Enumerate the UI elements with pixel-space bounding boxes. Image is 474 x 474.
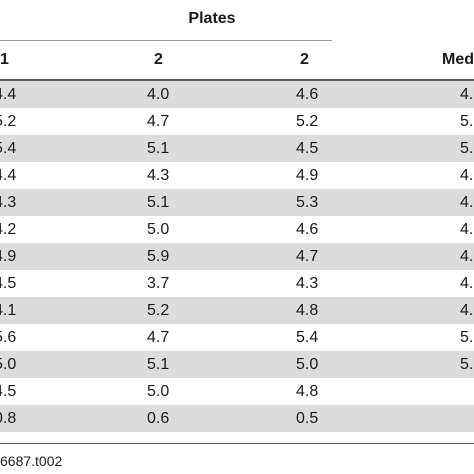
table-cell: 4.7	[147, 113, 170, 130]
table-cell: 4.5	[296, 140, 319, 157]
table-cell: 5.	[460, 329, 474, 346]
table-cell: 4.2	[0, 221, 17, 238]
table-cell: 0.6	[147, 410, 170, 427]
table-row: 4.5 5.0 4.8	[0, 378, 474, 405]
table-cell: 4.3	[147, 167, 170, 184]
table-cell: 4.8	[296, 383, 319, 400]
table-cell: 4.	[460, 167, 474, 184]
header-divider	[0, 79, 474, 81]
table-row: 5.4 5.1 4.5 5.	[0, 135, 474, 162]
column-header-2: 2	[154, 51, 163, 68]
table-cell: 5.9	[147, 248, 170, 265]
table-footnote: 6687.t002	[0, 453, 63, 469]
table-cell: 4.1	[0, 302, 17, 319]
table-cell: 4.	[460, 86, 474, 103]
table-cell: 4.	[460, 194, 474, 211]
column-header-3: 2	[300, 51, 309, 68]
table-row: 5.6 4.7 5.4 5.	[0, 324, 474, 351]
group-divider	[0, 40, 332, 41]
table-cell: 4.7	[147, 329, 170, 346]
table-cell: 4.	[460, 302, 474, 319]
table-cell: 4.3	[296, 275, 319, 292]
table-cell: 4.	[460, 275, 474, 292]
table-body: 4.44.04.64.5.24.75.25.5.45.14.55.4.44.34…	[0, 81, 474, 432]
table-cell: 4.5	[0, 383, 17, 400]
table-cell: 5.4	[296, 329, 319, 346]
table-row: 4.1 5.2 4.8 4.	[0, 297, 474, 324]
table-cell: 5.2	[296, 113, 319, 130]
column-headers: 1 2 2 Med	[0, 46, 474, 74]
table-cell: 4.4	[0, 167, 17, 184]
table-row: 0.8 0.6 0.5	[0, 405, 474, 432]
table-cell: 5.	[460, 113, 474, 130]
table-cell: 5.	[460, 140, 474, 157]
column-group-header: Plates	[188, 10, 236, 27]
table-cell: 5.1	[147, 140, 170, 157]
table-cell: 0.5	[296, 410, 319, 427]
table-cell: 4.0	[147, 86, 170, 103]
table-cell: 3.7	[147, 275, 170, 292]
column-header-1: 1	[0, 51, 9, 68]
table-cell: 0.8	[0, 410, 17, 427]
table-cell: 4.3	[0, 194, 17, 211]
table-cell: 5.0	[0, 356, 17, 373]
table-cell: 4.6	[296, 221, 319, 238]
table-cell: 4.8	[296, 302, 319, 319]
table-row: 4.4 4.3 4.9 4.	[0, 162, 474, 189]
table-cell: 5.2	[0, 113, 17, 130]
table-row: 4.9 5.9 4.7 4.	[0, 243, 474, 270]
table-cell: 5.3	[296, 194, 319, 211]
table-row: 5.2 4.7 5.2 5.	[0, 108, 474, 135]
column-header-4: Med	[442, 51, 474, 68]
table-cell: 5.4	[0, 140, 17, 157]
table-cell: 5.0	[147, 221, 170, 238]
table-cell: 4.7	[296, 248, 319, 265]
table-row: 4.2 5.0 4.6 4.	[0, 216, 474, 243]
table-cell: 5.	[460, 356, 474, 373]
table-cell: 5.0	[296, 356, 319, 373]
table-cell: 4.9	[0, 248, 17, 265]
table-cell: 5.1	[147, 356, 170, 373]
table-cell: 5.6	[0, 329, 17, 346]
table-row: 4.5 3.7 4.3 4.	[0, 270, 474, 297]
table-cell: 4.9	[296, 167, 319, 184]
table-row: 5.0 5.1 5.0 5.	[0, 351, 474, 378]
table-bottom-rule	[0, 443, 474, 444]
table-cell: 4.4	[0, 86, 17, 103]
table-cell: 4.6	[296, 86, 319, 103]
table-cell: 4.	[460, 221, 474, 238]
table-cell: 5.0	[147, 383, 170, 400]
table-cell: 4.	[460, 248, 474, 265]
table-cell: 4.5	[0, 275, 17, 292]
table-cell: 5.2	[147, 302, 170, 319]
table-row: 4.4 4.0 4.6 4.	[0, 81, 474, 108]
table-row: 4.3 5.1 5.3 4.	[0, 189, 474, 216]
table-cell: 5.1	[147, 194, 170, 211]
